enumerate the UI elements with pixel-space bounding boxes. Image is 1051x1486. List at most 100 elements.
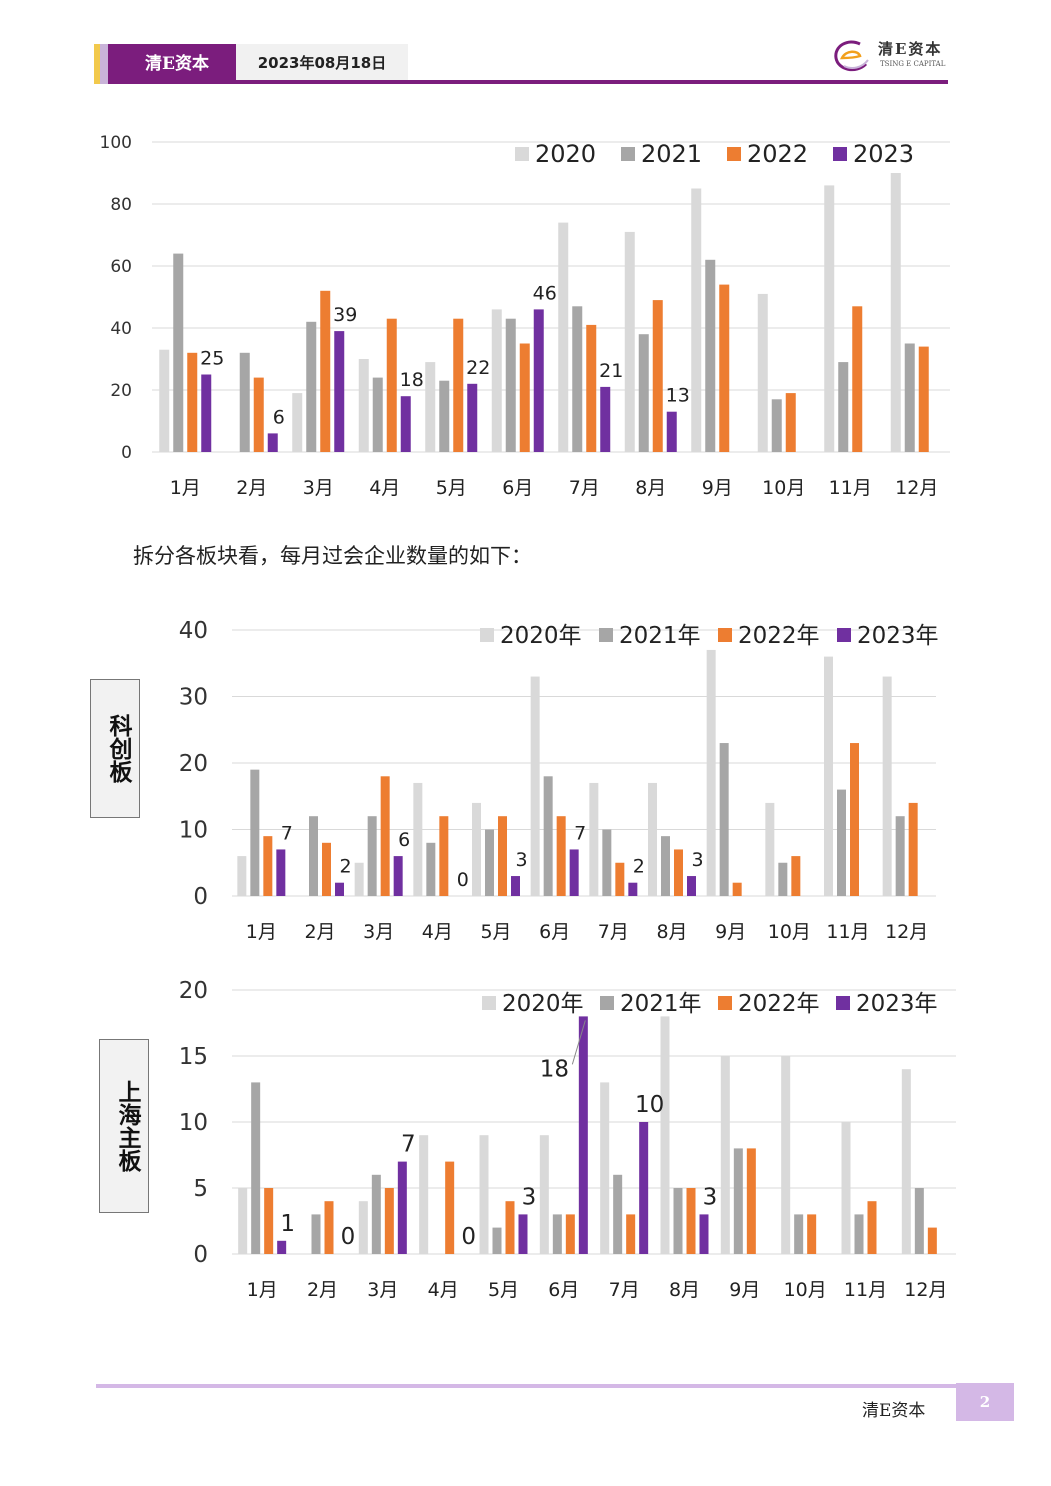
x-tick-label: 5月 bbox=[436, 477, 467, 499]
bar bbox=[615, 862, 625, 896]
legend-swatch bbox=[482, 996, 496, 1010]
x-tick-label: 4月 bbox=[422, 921, 453, 943]
legend-swatch bbox=[718, 628, 732, 642]
bar bbox=[613, 1174, 623, 1254]
bar bbox=[732, 882, 742, 896]
legend-swatch bbox=[727, 147, 741, 161]
bar bbox=[600, 386, 611, 452]
header-date: 2023年08月18日 bbox=[236, 44, 408, 82]
bar bbox=[358, 1201, 368, 1254]
section-paragraph: 拆分各板块看，每月过会企业数量的如下： bbox=[133, 544, 532, 568]
bar bbox=[253, 377, 264, 452]
bar bbox=[882, 676, 892, 896]
legend-label: 2020年 bbox=[500, 623, 582, 649]
legend-swatch bbox=[600, 996, 614, 1010]
legend-swatch bbox=[833, 147, 847, 161]
bar bbox=[746, 1148, 756, 1254]
x-tick-label: 11月 bbox=[826, 921, 869, 943]
x-tick-label: 2月 bbox=[304, 921, 335, 943]
x-tick-label: 12月 bbox=[885, 921, 928, 943]
header-stripe-yellow bbox=[94, 44, 100, 84]
y-tick-label: 40 bbox=[110, 319, 132, 339]
bar bbox=[854, 1214, 864, 1254]
bar bbox=[719, 284, 730, 452]
bar bbox=[479, 1135, 489, 1254]
bar bbox=[264, 1188, 274, 1254]
bar bbox=[686, 1188, 696, 1254]
y-tick-label: 20 bbox=[179, 978, 208, 1004]
bar bbox=[533, 309, 544, 452]
bar bbox=[453, 318, 464, 452]
legend-label: 2021年 bbox=[619, 623, 701, 649]
bar bbox=[757, 293, 768, 452]
bar bbox=[600, 1082, 610, 1254]
x-tick-label: 11月 bbox=[844, 1279, 887, 1301]
bar bbox=[322, 842, 331, 896]
bar bbox=[648, 782, 657, 896]
data-label: 0 bbox=[461, 1224, 476, 1250]
x-tick-label: 7月 bbox=[609, 1279, 640, 1301]
x-tick-label: 1月 bbox=[246, 921, 277, 943]
x-tick-label: 10月 bbox=[768, 921, 811, 943]
bar bbox=[824, 185, 835, 452]
bar bbox=[505, 1201, 515, 1254]
bar bbox=[841, 1122, 851, 1254]
data-label: 18 bbox=[400, 369, 424, 391]
y-tick-label: 0 bbox=[121, 443, 132, 463]
bar bbox=[904, 343, 915, 452]
data-label-leader bbox=[571, 1020, 586, 1065]
bar bbox=[309, 816, 318, 896]
bar bbox=[918, 346, 929, 452]
bar bbox=[807, 1214, 817, 1254]
data-label: 2 bbox=[339, 856, 351, 878]
bar bbox=[335, 882, 344, 896]
x-tick-label: 5月 bbox=[488, 1279, 519, 1301]
bar bbox=[706, 649, 716, 896]
data-label: 18 bbox=[540, 1056, 569, 1082]
bar bbox=[419, 1135, 429, 1254]
data-label: 46 bbox=[533, 282, 557, 304]
legend-swatch bbox=[480, 628, 494, 642]
header-stripe-purple bbox=[108, 44, 118, 84]
x-tick-label: 3月 bbox=[367, 1279, 398, 1301]
bar bbox=[867, 1201, 877, 1254]
data-label: 3 bbox=[703, 1184, 718, 1210]
y-tick-label: 0 bbox=[193, 1242, 208, 1268]
bar bbox=[927, 1227, 937, 1254]
data-label: 3 bbox=[515, 849, 527, 871]
board-label-sh-main: 上海主板 bbox=[99, 1039, 149, 1213]
bar bbox=[901, 1069, 911, 1254]
x-tick-label: 2月 bbox=[236, 477, 267, 499]
legend-label: 2022年 bbox=[738, 623, 820, 649]
bar bbox=[838, 362, 849, 452]
data-label: 7 bbox=[401, 1132, 416, 1158]
bar bbox=[371, 1174, 381, 1254]
bar bbox=[498, 816, 507, 896]
x-tick-label: 10月 bbox=[784, 1279, 827, 1301]
bar bbox=[367, 816, 377, 896]
bar bbox=[837, 789, 846, 896]
bar bbox=[276, 849, 286, 896]
data-label: 0 bbox=[341, 1224, 356, 1250]
data-label: 21 bbox=[599, 360, 623, 382]
bar bbox=[565, 1214, 575, 1254]
chart-total: 0 20 40 60 80 100 1月 2月 3月 4月 5月 6月 7月 8月 9月 10月 11月 12月 2… bbox=[100, 133, 950, 499]
x-tick-label: 7月 bbox=[569, 477, 600, 499]
x-tick-label: 7月 bbox=[598, 921, 629, 943]
bar bbox=[638, 334, 649, 452]
bar bbox=[890, 173, 901, 452]
x-tick-label: 9月 bbox=[702, 477, 733, 499]
bar bbox=[639, 1122, 649, 1254]
footer-rule bbox=[96, 1384, 956, 1388]
bar bbox=[518, 1214, 528, 1254]
data-label: 6 bbox=[398, 829, 410, 851]
x-tick-label: 9月 bbox=[715, 921, 746, 943]
bar bbox=[485, 829, 494, 896]
bar bbox=[413, 782, 423, 896]
bar bbox=[505, 318, 516, 452]
data-label: 0 bbox=[457, 869, 469, 891]
data-label: 3 bbox=[522, 1184, 537, 1210]
data-label: 3 bbox=[691, 849, 703, 871]
x-tick-label: 8月 bbox=[669, 1279, 700, 1301]
y-tick-label: 0 bbox=[193, 884, 208, 910]
